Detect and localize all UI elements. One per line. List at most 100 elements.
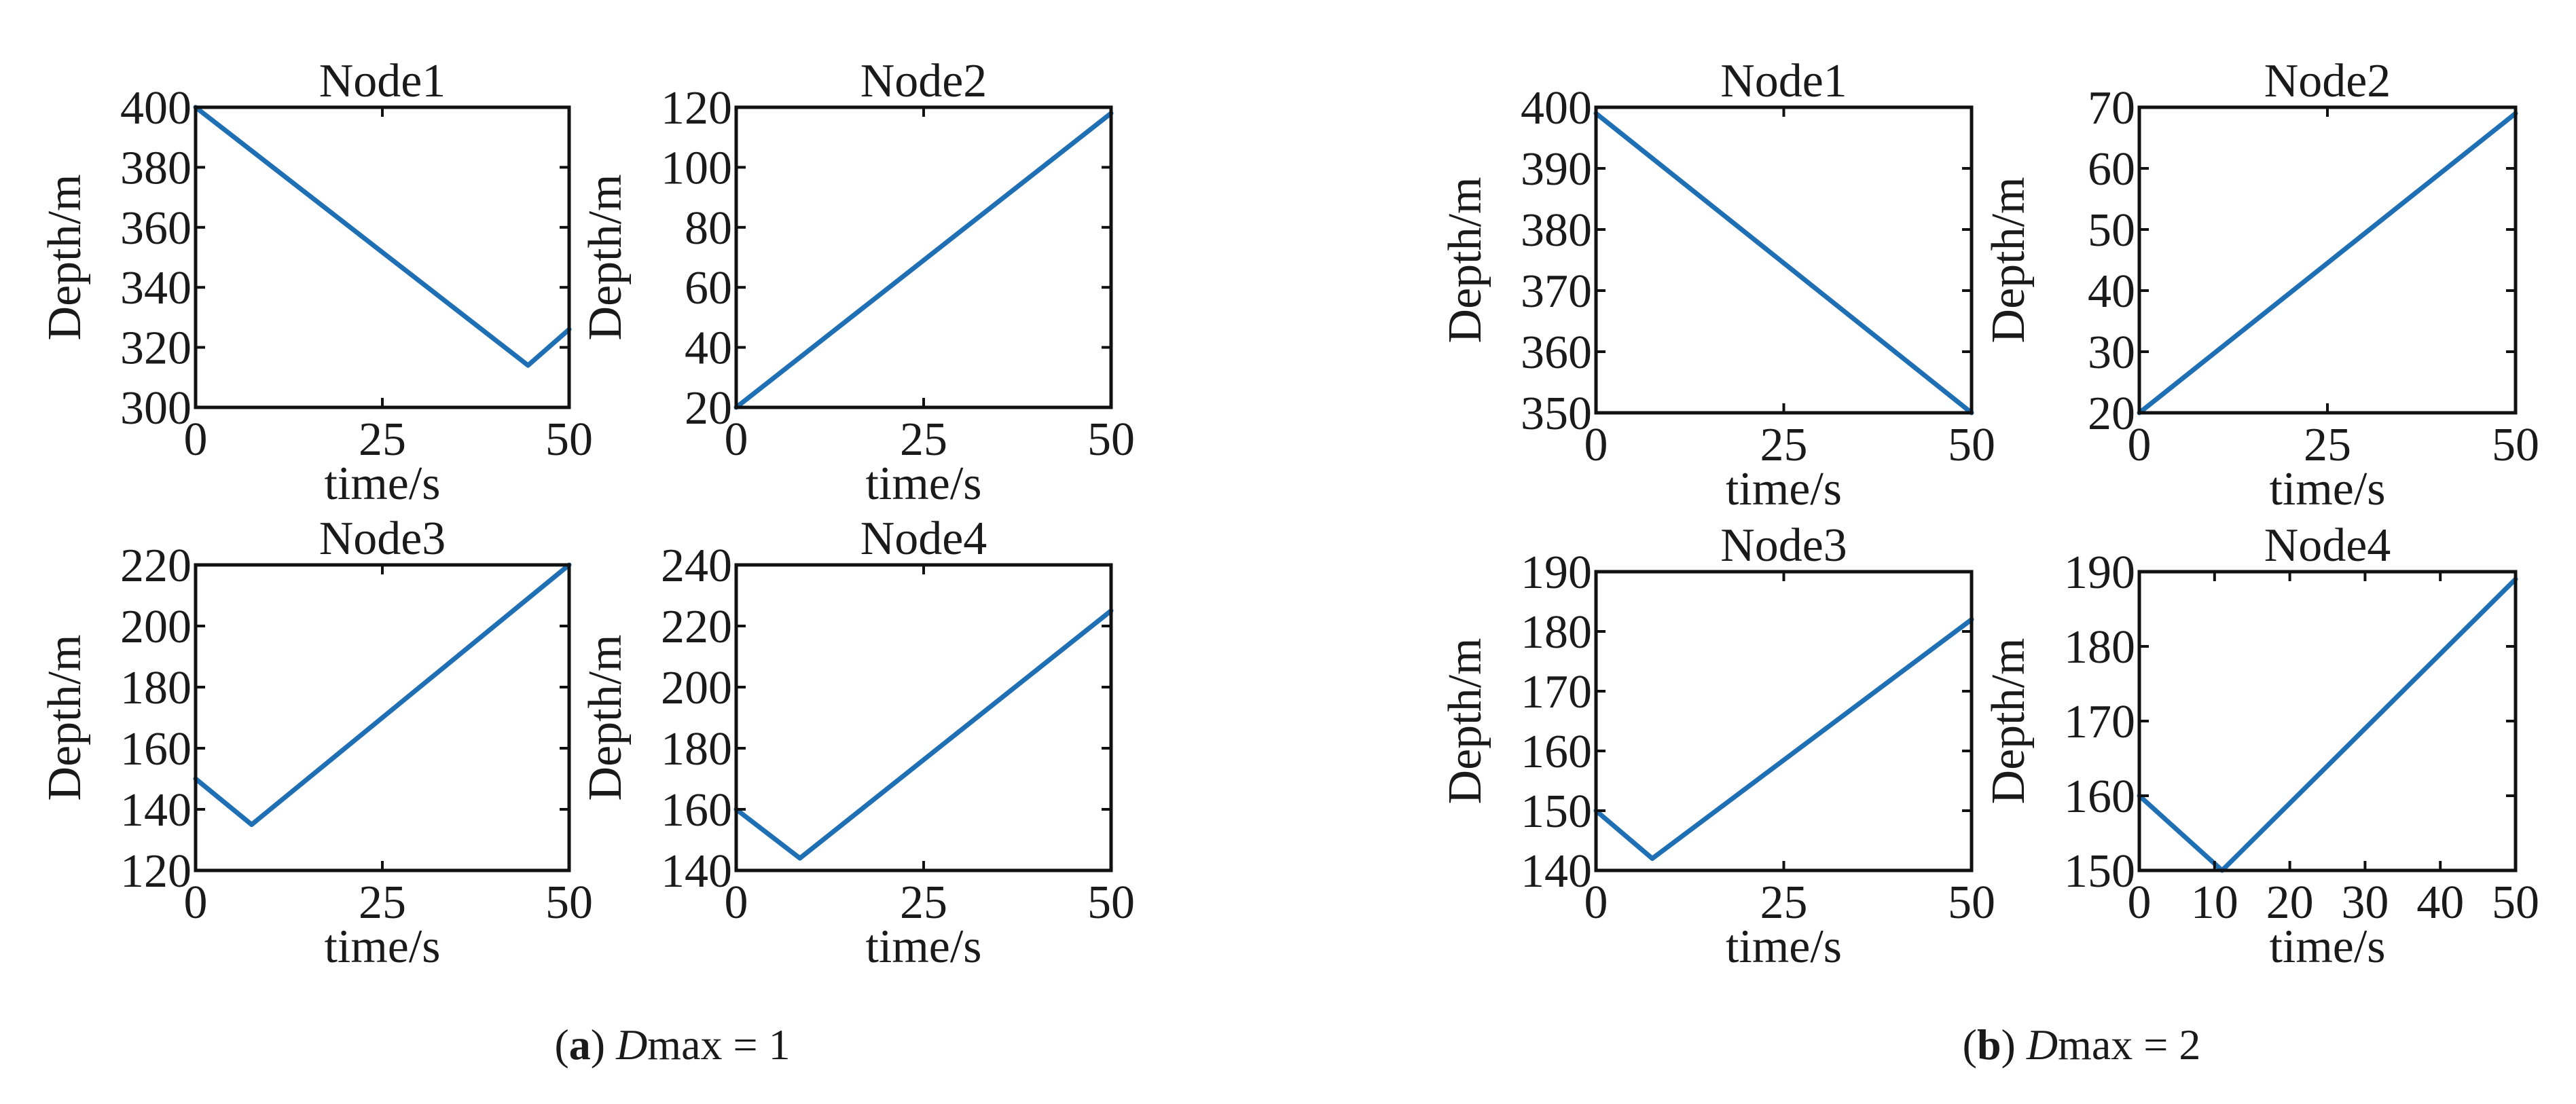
series-line — [733, 111, 1114, 410]
y-axis-label: Depth/m — [579, 174, 632, 341]
y-tick-label: 40 — [2088, 265, 2135, 318]
chart-panel-b-4: 150 160 170 180 190 0 10 20 30 40 50 Node4 time/s Dep… — [1982, 519, 2539, 973]
series-line — [193, 562, 572, 827]
x-tick-label: 0 — [2128, 877, 2152, 929]
y-tick-label: 60 — [685, 262, 732, 314]
chart-title: Node1 — [319, 55, 446, 107]
y-tick-label: 70 — [2088, 82, 2135, 134]
y-tick-label: 180 — [1521, 606, 1592, 659]
y-tick-label: 370 — [1521, 265, 1592, 318]
x-tick-label: 50 — [2492, 877, 2539, 929]
plot-frame — [734, 563, 1113, 872]
x-tick-label: 30 — [2341, 877, 2389, 929]
x-tick-label: 10 — [2191, 877, 2238, 929]
y-tick-label: 140 — [120, 784, 192, 836]
series-line — [1593, 111, 1974, 416]
x-tick-label: 20 — [2266, 877, 2314, 929]
x-axis-label: time/s — [865, 458, 981, 510]
x-tick-label: 40 — [2416, 877, 2464, 929]
y-tick-label: 180 — [120, 662, 192, 714]
y-tick-label: 140 — [661, 845, 732, 898]
x-tick-label: 0 — [2128, 419, 2152, 471]
y-axis-label: Depth/m — [579, 635, 632, 801]
series-line — [1593, 617, 1974, 861]
x-tick-label: 0 — [184, 413, 208, 466]
chart-title: Node3 — [1720, 519, 1847, 572]
y-tick-label: 180 — [661, 723, 732, 775]
x-tick-label: 50 — [1087, 413, 1135, 466]
x-tick-label: 0 — [725, 877, 748, 929]
chart-panel-a-2: 20 40 60 80 100 120 0 25 50 Node2 time/s Depth/m — [579, 55, 1135, 510]
y-tick-label: 320 — [120, 323, 192, 375]
x-tick-label: 0 — [184, 877, 208, 929]
y-axis-label: Depth/m — [1982, 177, 2035, 344]
y-tick-label: 150 — [1521, 786, 1592, 838]
y-tick-label: 20 — [685, 382, 732, 435]
y-tick-label: 150 — [2064, 845, 2135, 898]
x-tick-label: 25 — [359, 877, 406, 929]
x-axis-label: time/s — [1726, 463, 1842, 515]
y-axis-label: Depth/m — [39, 174, 91, 341]
x-tick-label: 50 — [545, 413, 593, 466]
y-tick-label: 40 — [685, 323, 732, 375]
series-line — [2137, 111, 2518, 416]
y-tick-label: 170 — [2064, 696, 2135, 748]
y-tick-label: 400 — [120, 82, 192, 134]
y-tick-label: 390 — [1521, 143, 1592, 196]
y-tick-label: 190 — [1521, 547, 1592, 599]
y-tick-label: 360 — [120, 202, 192, 255]
chart-title: Node2 — [2264, 55, 2391, 107]
y-tick-label: 160 — [1521, 726, 1592, 778]
chart-panel-b-1: 350 360 370 380 390 400 0 25 50 Node1 time/s Depth/… — [1439, 55, 1995, 515]
x-tick-label: 25 — [900, 413, 947, 466]
y-tick-label: 170 — [1521, 666, 1592, 718]
x-tick-label: 25 — [2304, 419, 2351, 471]
y-tick-label: 400 — [1521, 82, 1592, 134]
x-axis-label: time/s — [865, 921, 981, 973]
y-tick-label: 100 — [661, 142, 732, 194]
y-tick-label: 240 — [661, 540, 732, 592]
y-tick-label: 220 — [120, 540, 192, 592]
x-tick-label: 25 — [900, 877, 947, 929]
x-tick-label: 50 — [1948, 877, 1995, 929]
y-tick-label: 380 — [120, 142, 192, 194]
series-line — [193, 105, 572, 368]
y-tick-label: 20 — [2088, 388, 2135, 440]
plot-frame — [1594, 570, 1974, 872]
x-axis-label: time/s — [2269, 463, 2385, 515]
y-axis-label: Depth/m — [1982, 638, 2035, 805]
chart-panel-b-2: 20 30 40 50 60 70 0 25 50 Node2 time/s Depth/m — [1982, 55, 2539, 515]
y-tick-label: 180 — [2064, 621, 2135, 674]
plot-frame — [2137, 570, 2518, 872]
y-tick-label: 30 — [2088, 327, 2135, 379]
y-tick-label: 80 — [685, 202, 732, 255]
y-tick-label: 340 — [120, 262, 192, 314]
y-tick-label: 220 — [661, 601, 732, 653]
x-tick-label: 50 — [545, 877, 593, 929]
caption-b: (b) Dmax = 2 — [1962, 1020, 2201, 1069]
y-tick-label: 160 — [120, 723, 192, 775]
chart-panel-a-1: 300 320 340 360 380 400 0 25 50 Node1 time/s Depth/… — [39, 55, 593, 510]
y-tick-label: 300 — [120, 382, 192, 435]
y-tick-label: 200 — [120, 601, 192, 653]
series-line — [2137, 576, 2518, 873]
x-tick-label: 50 — [2492, 419, 2539, 471]
y-tick-label: 380 — [1521, 204, 1592, 257]
y-tick-label: 120 — [120, 845, 192, 898]
x-tick-label: 50 — [1087, 877, 1135, 929]
y-tick-label: 160 — [661, 784, 732, 836]
caption-a: (a) Dmax = 1 — [554, 1020, 791, 1069]
x-tick-label: 0 — [1584, 419, 1608, 471]
x-axis-label: time/s — [1726, 921, 1842, 973]
x-tick-label: 25 — [1760, 877, 1808, 929]
x-axis-label: time/s — [324, 921, 440, 973]
chart-title: Node3 — [319, 513, 446, 565]
chart-title: Node2 — [860, 55, 987, 107]
chart-panel-b-3: 140 150 160 170 180 190 0 25 50 Node3 time/s Depth/… — [1439, 519, 1995, 973]
y-axis-label: Depth/m — [1439, 177, 1491, 344]
x-axis-label: time/s — [2269, 921, 2385, 973]
chart-title: Node1 — [1720, 55, 1847, 107]
series-line — [733, 608, 1114, 861]
x-tick-label: 0 — [725, 413, 748, 466]
